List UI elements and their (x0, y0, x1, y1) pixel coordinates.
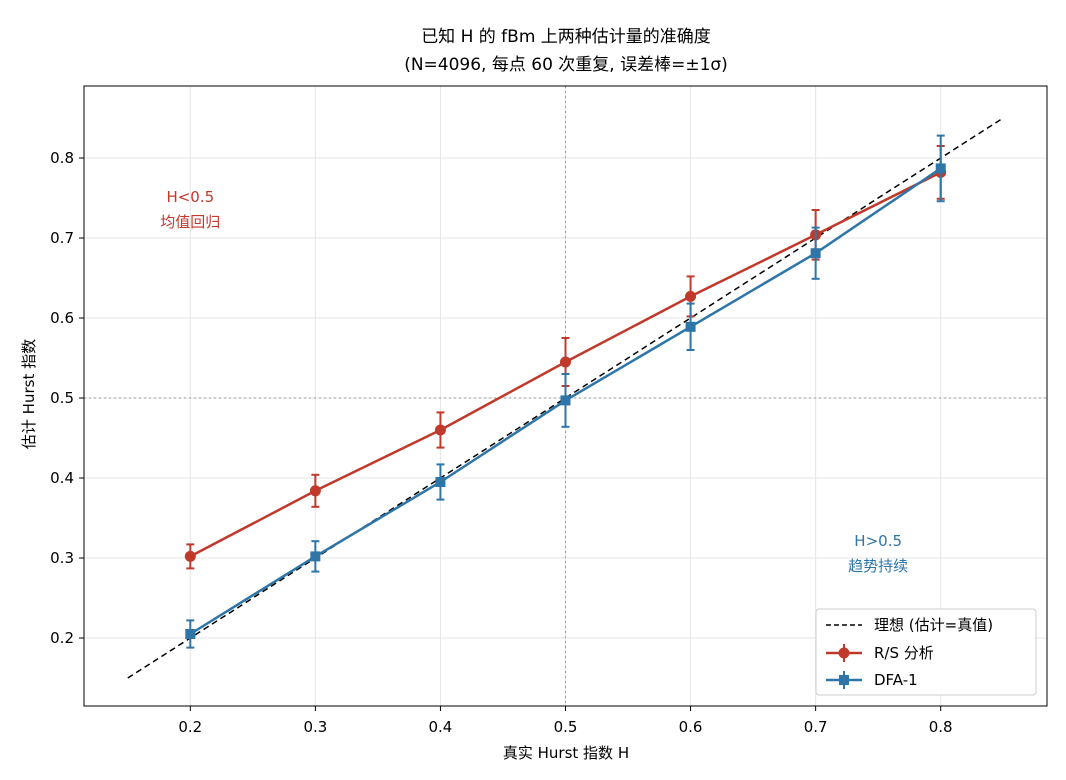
legend-ideal-label: 理想 (估计=真值) (874, 616, 993, 634)
x-tick-label: 0.6 (679, 718, 703, 736)
x-tick-label: 0.2 (178, 718, 202, 736)
data-point (810, 248, 821, 259)
x-tick-label: 0.4 (429, 718, 453, 736)
legend-rs-marker (838, 647, 850, 659)
ideal-line (127, 117, 1004, 679)
data-point (935, 163, 946, 174)
legend-dfa-entry: DFA-1 (826, 671, 918, 689)
data-point (560, 395, 571, 406)
y-tick-label: 0.7 (50, 229, 74, 247)
annotations: H<0.5 均值回归 H>0.5 趋势持续 (160, 188, 908, 575)
annotation-text: H>0.5 趋势持续 (848, 532, 908, 575)
annotation-text: H<0.5 均值回归 (160, 188, 220, 231)
y-tick-label: 0.6 (50, 309, 74, 327)
data-point (184, 550, 196, 562)
data-point (685, 321, 696, 332)
legend-dfa-marker (839, 675, 849, 685)
legend-rs-entry: R/S 分析 (826, 644, 934, 662)
data-point (185, 629, 196, 639)
legend: 理想 (估计=真值) R/S 分析 DFA-1 (815, 608, 1037, 696)
x-tick-label: 0.8 (929, 718, 953, 736)
data-point (685, 290, 697, 302)
legend-dfa-label: DFA-1 (874, 671, 918, 689)
x-tick-label: 0.5 (554, 718, 578, 736)
axis-ticks: 0.2 0.3 0.4 0.5 0.6 0.7 0.8 0.2 0.3 0.4 0.5 0.6 0.7 0… (50, 149, 952, 736)
legend-rs-label: R/S 分析 (874, 644, 934, 662)
series-layer (184, 134, 947, 649)
ideal-line-layer (127, 117, 1004, 679)
data-point (309, 485, 321, 497)
y-tick-label: 0.8 (50, 149, 74, 167)
x-tick-label: 0.3 (303, 718, 327, 736)
chart-title: 已知 H 的 fBm 上两种估计量的准确度 (421, 27, 711, 47)
y-tick-label: 0.3 (50, 549, 74, 567)
series-dfa (185, 134, 946, 649)
data-point (434, 424, 446, 436)
y-tick-label: 0.4 (50, 469, 74, 487)
data-point (435, 477, 446, 487)
x-axis-label: 真实 Hurst 指数 H (503, 744, 629, 762)
chart-subtitle: (N=4096, 每点 60 次重复, 误差棒=±1σ) (404, 55, 728, 75)
legend-box (815, 608, 1037, 696)
data-point (310, 551, 321, 562)
x-tick-label: 0.7 (804, 718, 828, 736)
y-tick-label: 0.2 (50, 629, 74, 647)
y-axis-label: 估计 Hurst 指数 (20, 339, 38, 449)
data-point (560, 356, 571, 368)
y-tick-label: 0.5 (50, 389, 74, 407)
